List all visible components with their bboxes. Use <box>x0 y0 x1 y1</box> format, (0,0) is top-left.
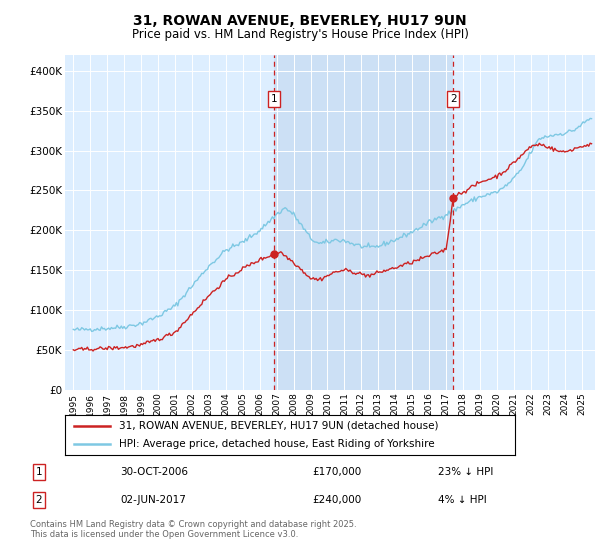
Text: 2: 2 <box>450 94 457 104</box>
Text: Contains HM Land Registry data © Crown copyright and database right 2025.
This d: Contains HM Land Registry data © Crown c… <box>30 520 356 539</box>
Text: 4% ↓ HPI: 4% ↓ HPI <box>438 495 487 505</box>
Bar <box>274 55 453 390</box>
Text: 31, ROWAN AVENUE, BEVERLEY, HU17 9UN (detached house): 31, ROWAN AVENUE, BEVERLEY, HU17 9UN (de… <box>119 421 438 431</box>
Text: Price paid vs. HM Land Registry's House Price Index (HPI): Price paid vs. HM Land Registry's House … <box>131 28 469 41</box>
Text: £240,000: £240,000 <box>312 495 361 505</box>
Text: 02-JUN-2017: 02-JUN-2017 <box>120 495 186 505</box>
Text: 1: 1 <box>271 94 277 104</box>
Text: 30-OCT-2006: 30-OCT-2006 <box>120 467 188 477</box>
Text: 2: 2 <box>35 495 43 505</box>
Text: 31, ROWAN AVENUE, BEVERLEY, HU17 9UN: 31, ROWAN AVENUE, BEVERLEY, HU17 9UN <box>133 14 467 28</box>
Text: £170,000: £170,000 <box>312 467 361 477</box>
Text: HPI: Average price, detached house, East Riding of Yorkshire: HPI: Average price, detached house, East… <box>119 439 434 449</box>
Text: 23% ↓ HPI: 23% ↓ HPI <box>438 467 493 477</box>
Text: 1: 1 <box>35 467 43 477</box>
